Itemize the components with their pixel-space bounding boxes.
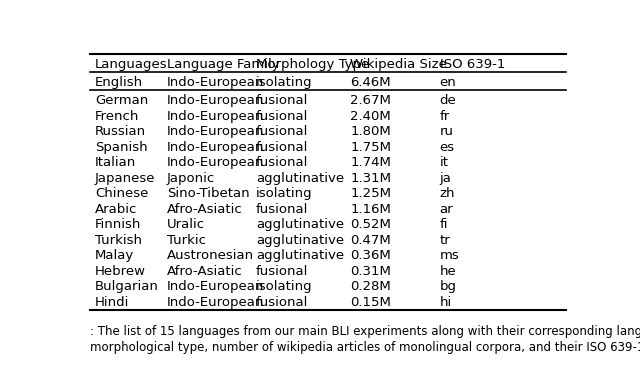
Text: he: he	[440, 265, 456, 278]
Text: Afro-Asiatic: Afro-Asiatic	[167, 203, 243, 216]
Text: tr: tr	[440, 234, 451, 247]
Text: Languages: Languages	[95, 58, 168, 71]
Text: English: English	[95, 76, 143, 89]
Text: fusional: fusional	[256, 296, 308, 309]
Text: German: German	[95, 94, 148, 107]
Text: fusional: fusional	[256, 125, 308, 138]
Text: it: it	[440, 156, 449, 169]
Text: 6.46M: 6.46M	[350, 76, 391, 89]
Text: Indo-European: Indo-European	[167, 110, 264, 123]
Text: Turkish: Turkish	[95, 234, 142, 247]
Text: Japanese: Japanese	[95, 172, 156, 185]
Text: morphological type, number of wikipedia articles of monolingual corpora, and the: morphological type, number of wikipedia …	[90, 341, 640, 354]
Text: Russian: Russian	[95, 125, 146, 138]
Text: : The list of 15 languages from our main BLI experiments along with their corres: : The list of 15 languages from our main…	[90, 325, 640, 337]
Text: 1.75M: 1.75M	[350, 141, 391, 154]
Text: 0.28M: 0.28M	[350, 280, 391, 293]
Text: French: French	[95, 110, 140, 123]
Text: agglutinative: agglutinative	[256, 172, 344, 185]
Text: Indo-European: Indo-European	[167, 76, 264, 89]
Text: fusional: fusional	[256, 141, 308, 154]
Text: Sino-Tibetan: Sino-Tibetan	[167, 187, 250, 200]
Text: es: es	[440, 141, 455, 154]
Text: agglutinative: agglutinative	[256, 218, 344, 231]
Text: 2.67M: 2.67M	[350, 94, 391, 107]
Text: isolating: isolating	[256, 280, 313, 293]
Text: Hebrew: Hebrew	[95, 265, 146, 278]
Text: 0.47M: 0.47M	[350, 234, 391, 247]
Text: fusional: fusional	[256, 265, 308, 278]
Text: zh: zh	[440, 187, 455, 200]
Text: Indo-European: Indo-European	[167, 125, 264, 138]
Text: en: en	[440, 76, 456, 89]
Text: Indo-European: Indo-European	[167, 141, 264, 154]
Text: fusional: fusional	[256, 156, 308, 169]
Text: Indo-European: Indo-European	[167, 156, 264, 169]
Text: Spanish: Spanish	[95, 141, 147, 154]
Text: isolating: isolating	[256, 76, 313, 89]
Text: fr: fr	[440, 110, 450, 123]
Text: fusional: fusional	[256, 203, 308, 216]
Text: Indo-European: Indo-European	[167, 280, 264, 293]
Text: ISO 639-1: ISO 639-1	[440, 58, 505, 71]
Text: Indo-European: Indo-European	[167, 296, 264, 309]
Text: Italian: Italian	[95, 156, 136, 169]
Text: 1.31M: 1.31M	[350, 172, 391, 185]
Text: 0.36M: 0.36M	[350, 249, 391, 262]
Text: Malay: Malay	[95, 249, 134, 262]
Text: Language Family: Language Family	[167, 58, 280, 71]
Text: Japonic: Japonic	[167, 172, 215, 185]
Text: 2.40M: 2.40M	[350, 110, 391, 123]
Text: Finnish: Finnish	[95, 218, 141, 231]
Text: Austronesian: Austronesian	[167, 249, 254, 262]
Text: de: de	[440, 94, 456, 107]
Text: Indo-European: Indo-European	[167, 94, 264, 107]
Text: agglutinative: agglutinative	[256, 249, 344, 262]
Text: ms: ms	[440, 249, 460, 262]
Text: Arabic: Arabic	[95, 203, 137, 216]
Text: Hindi: Hindi	[95, 296, 129, 309]
Text: Uralic: Uralic	[167, 218, 205, 231]
Text: bg: bg	[440, 280, 456, 293]
Text: hi: hi	[440, 296, 452, 309]
Text: ar: ar	[440, 203, 453, 216]
Text: Chinese: Chinese	[95, 187, 148, 200]
Text: isolating: isolating	[256, 187, 313, 200]
Text: 1.80M: 1.80M	[350, 125, 391, 138]
Text: Turkic: Turkic	[167, 234, 206, 247]
Text: 1.16M: 1.16M	[350, 203, 391, 216]
Text: 0.15M: 0.15M	[350, 296, 391, 309]
Text: ru: ru	[440, 125, 454, 138]
Text: Bulgarian: Bulgarian	[95, 280, 159, 293]
Text: 0.52M: 0.52M	[350, 218, 391, 231]
Text: agglutinative: agglutinative	[256, 234, 344, 247]
Text: 0.31M: 0.31M	[350, 265, 391, 278]
Text: Wikipedia Size: Wikipedia Size	[350, 58, 447, 71]
Text: Afro-Asiatic: Afro-Asiatic	[167, 265, 243, 278]
Text: fusional: fusional	[256, 110, 308, 123]
Text: 1.74M: 1.74M	[350, 156, 391, 169]
Text: 1.25M: 1.25M	[350, 187, 391, 200]
Text: ja: ja	[440, 172, 451, 185]
Text: Morphology Type: Morphology Type	[256, 58, 369, 71]
Text: fi: fi	[440, 218, 448, 231]
Text: fusional: fusional	[256, 94, 308, 107]
